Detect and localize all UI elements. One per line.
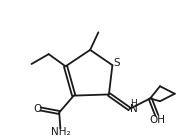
- Text: NH₂: NH₂: [51, 127, 70, 137]
- Text: S: S: [113, 58, 120, 68]
- Text: H: H: [130, 99, 137, 108]
- Text: O: O: [33, 104, 42, 114]
- Text: OH: OH: [150, 115, 166, 125]
- Text: N: N: [130, 104, 138, 114]
